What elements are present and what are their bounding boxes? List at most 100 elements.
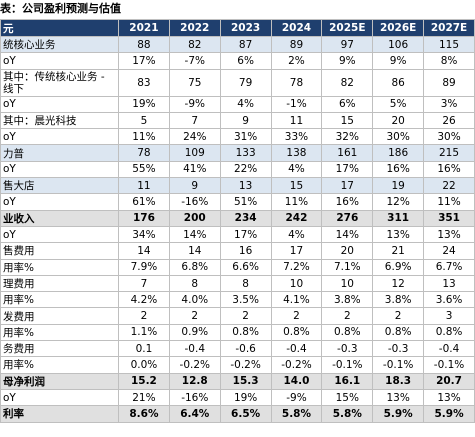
row-label: oY [0, 388, 119, 407]
value-cell: 24 [423, 242, 475, 260]
value-cell: 51% [219, 193, 272, 211]
value-cell: 5% [372, 95, 425, 113]
table-row: oY 11% 24% 31% 33% 32% 30% 30% [0, 128, 475, 146]
value-cell: 78 [270, 68, 323, 97]
value-cell: 61% [118, 193, 170, 211]
value-cell: 0.8% [372, 323, 425, 342]
value-cell: 3 [423, 307, 475, 325]
value-cell: 15.2 [118, 372, 170, 390]
row-label: 业收入 [0, 209, 119, 227]
value-cell: 5.9% [423, 405, 475, 423]
value-cell: 17% [219, 225, 272, 244]
value-cell: 19% [118, 95, 170, 113]
table-row: 售费用 14 14 16 17 20 21 24 [0, 242, 475, 260]
value-cell: 14.0 [270, 372, 323, 390]
value-cell: 106 [372, 35, 425, 54]
value-cell: 176 [118, 209, 170, 227]
value-cell: 9% [372, 52, 425, 70]
value-cell: 6% [321, 95, 374, 113]
value-cell: -0.1% [372, 356, 425, 374]
value-cell: 12% [372, 193, 425, 211]
value-cell: 30% [372, 128, 425, 146]
value-cell: 3.5% [219, 291, 272, 309]
value-cell: 34% [118, 225, 170, 244]
value-cell: 7.1% [321, 258, 374, 276]
value-cell: -1% [270, 95, 323, 113]
value-cell: 4.1% [270, 291, 323, 309]
row-label: 用率% [0, 356, 119, 374]
table-row: 母净利润 15.2 12.8 15.3 14.0 16.1 18.3 20.7 [0, 372, 475, 390]
value-cell: 16% [372, 160, 425, 179]
table-row: oY 61% -16% 51% 11% 16% 12% 11% [0, 193, 475, 211]
value-cell: 7 [118, 274, 170, 293]
table-row: 其中：传统核心业务 - 线下 83 75 79 78 82 86 89 [0, 68, 475, 97]
value-cell: 41% [168, 160, 221, 179]
value-cell: -0.1% [321, 356, 374, 374]
row-label: oY [0, 95, 119, 113]
value-cell: 17% [118, 52, 170, 70]
value-cell: 16 [219, 242, 272, 260]
value-cell: 15% [321, 388, 374, 407]
value-cell: 13 [219, 177, 272, 195]
value-cell: 13% [423, 225, 475, 244]
value-cell: 9% [321, 52, 374, 70]
value-cell: -0.6 [219, 340, 272, 358]
value-cell: -16% [168, 388, 221, 407]
value-cell: 5.9% [372, 405, 425, 423]
header-row: 元 2021 2022 2023 2024 2025E 2026E 2027E [0, 19, 475, 37]
value-cell: 13% [423, 388, 475, 407]
value-cell: 20 [321, 242, 374, 260]
value-cell: 13% [372, 225, 425, 244]
row-label: 用率% [0, 323, 119, 342]
value-cell: 55% [118, 160, 170, 179]
value-cell: 0.9% [168, 323, 221, 342]
value-cell: 4.0% [168, 291, 221, 309]
value-cell: 13% [372, 388, 425, 407]
value-cell: 6.5% [219, 405, 272, 423]
value-cell: 31% [219, 128, 272, 146]
value-cell: 2 [168, 307, 221, 325]
row-label: 其中：传统核心业务 - 线下 [0, 68, 119, 97]
value-cell: 16% [423, 160, 475, 179]
table-row: 用率% 7.9% 6.8% 6.6% 7.2% 7.1% 6.9% 6.7% [0, 258, 475, 276]
row-label: 理费用 [0, 274, 119, 293]
value-cell: 0.0% [118, 356, 170, 374]
value-cell: 186 [372, 144, 425, 162]
table-row: 业收入 176 200 234 242 276 311 351 [0, 209, 475, 227]
value-cell: 3% [423, 95, 475, 113]
value-cell: 6% [219, 52, 272, 70]
row-label: 统核心业务 [0, 35, 119, 54]
value-cell: 19 [372, 177, 425, 195]
value-cell: -9% [270, 388, 323, 407]
value-cell: -7% [168, 52, 221, 70]
value-cell: 1.1% [118, 323, 170, 342]
table-row: 用率% 1.1% 0.9% 0.8% 0.8% 0.8% 0.8% 0.8% [0, 323, 475, 342]
value-cell: -0.1% [423, 356, 475, 374]
value-cell: 20 [372, 111, 425, 130]
value-cell: 276 [321, 209, 374, 227]
value-cell: 2 [118, 307, 170, 325]
table-row: 务费用 0.1 -0.4 -0.6 -0.4 -0.3 -0.3 -0.4 [0, 340, 475, 358]
row-label: oY [0, 193, 119, 211]
value-cell: 234 [219, 209, 272, 227]
header-cell: 2021 [118, 19, 170, 37]
value-cell: 22% [219, 160, 272, 179]
header-cell: 2025E [321, 19, 374, 37]
value-cell: 9 [168, 177, 221, 195]
value-cell: 11% [270, 193, 323, 211]
value-cell: -0.3 [321, 340, 374, 358]
value-cell: -0.4 [168, 340, 221, 358]
value-cell: 14% [168, 225, 221, 244]
table-row: 利率 8.6% 6.4% 6.5% 5.8% 5.8% 5.9% 5.9% [0, 405, 475, 423]
header-cell: 2024 [270, 19, 323, 37]
value-cell: 161 [321, 144, 374, 162]
value-cell: 8 [219, 274, 272, 293]
row-label: 力普 [0, 144, 119, 162]
row-label: 售费用 [0, 242, 119, 260]
value-cell: 16.1 [321, 372, 374, 390]
value-cell: 12 [372, 274, 425, 293]
value-cell: 12.8 [168, 372, 221, 390]
row-label: 售大店 [0, 177, 119, 195]
table-row: 理费用 7 8 8 10 10 12 13 [0, 274, 475, 293]
value-cell: 311 [372, 209, 425, 227]
